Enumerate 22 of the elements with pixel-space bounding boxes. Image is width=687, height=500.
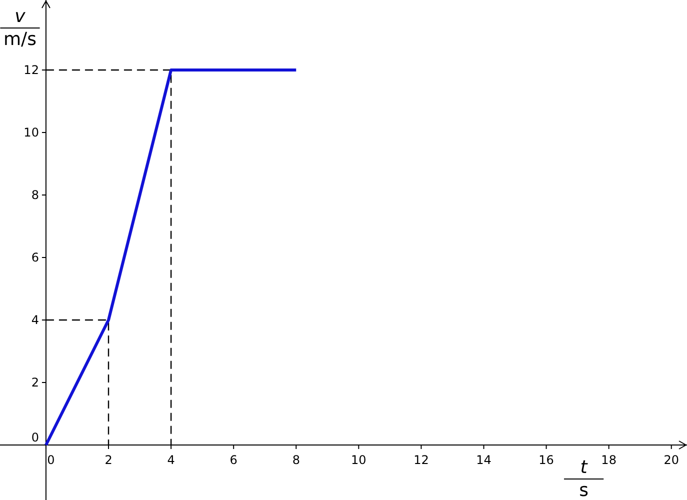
annotation: s (579, 480, 589, 500)
x-tick-label: 8 (292, 453, 300, 467)
x-tick-label: 14 (476, 453, 492, 467)
x-tick-label: 20 (664, 453, 680, 467)
y-tick-label: 2 (31, 375, 39, 390)
x-tick-label: 6 (230, 453, 238, 467)
y-axis-title: v (14, 6, 26, 27)
x-tick-label: 12 (414, 453, 429, 467)
y-tick-label: 12 (24, 62, 39, 77)
x-tick-label: 4 (167, 453, 175, 467)
y-tick-label: 6 (31, 250, 39, 264)
x-tick-label: 2 (104, 453, 112, 467)
x-tick-label: 0 (47, 453, 55, 467)
x-axis-title: t (580, 457, 588, 478)
y-tick-label: 8 (31, 188, 39, 202)
y-tick-label: 0 (31, 430, 39, 444)
x-tick-label: 18 (601, 453, 616, 467)
x-tick-label: 16 (538, 453, 554, 467)
annotation: m/s (4, 29, 36, 50)
x-tick-label: 10 (351, 453, 366, 467)
y-tick-label: 10 (24, 125, 39, 140)
y-tick-label: 4 (31, 312, 39, 327)
